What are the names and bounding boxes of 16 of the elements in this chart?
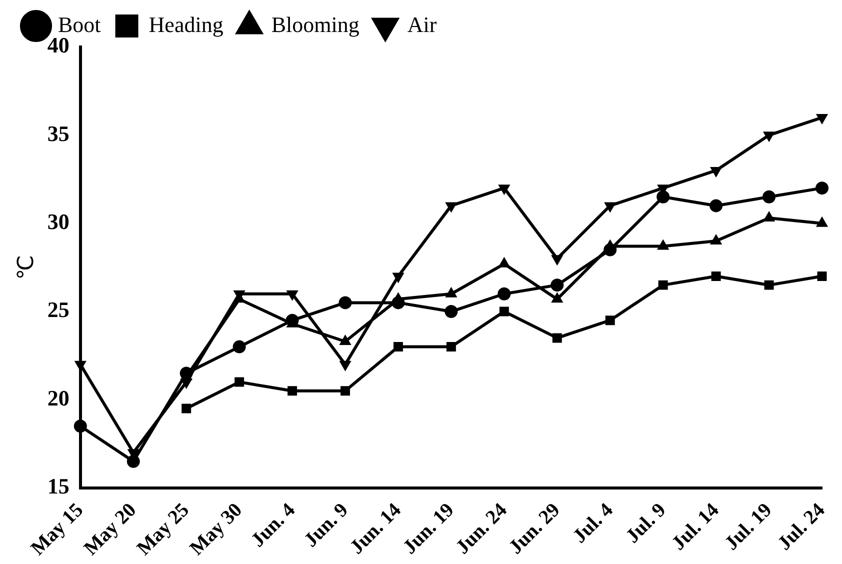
- y-axis-title: ℃: [14, 255, 39, 280]
- x-tick-label: Jul. 24: [774, 498, 830, 555]
- y-tick-label: 25: [47, 297, 70, 322]
- x-tick-label: Jun. 4: [246, 498, 300, 552]
- x-tick-label: Jun. 24: [452, 498, 512, 559]
- x-tick-label: Jul. 14: [668, 498, 724, 555]
- y-tick-label: 20: [47, 385, 70, 410]
- y-tick-label: 15: [47, 474, 70, 499]
- legend-label: Heading: [148, 12, 224, 37]
- x-tick-label: Jul. 19: [720, 498, 776, 555]
- y-tick-label: 30: [47, 209, 70, 234]
- legend-label: Blooming: [271, 12, 360, 37]
- x-tick-label: Jul. 4: [568, 498, 618, 548]
- y-tick-label: 35: [47, 120, 70, 146]
- x-tick-label: Jul. 9: [622, 498, 670, 548]
- legend-label: Air: [407, 12, 438, 37]
